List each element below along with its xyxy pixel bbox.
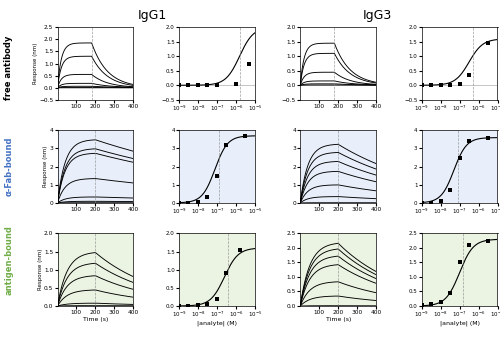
X-axis label: |analyte| (M): |analyte| (M) [440,321,480,326]
Point [213,82,221,88]
Point [194,303,202,308]
Point [446,290,454,296]
Point [204,302,212,307]
Point [427,200,435,205]
Point [418,302,426,307]
Point [222,271,230,276]
Point [484,40,492,46]
Point [232,81,240,87]
Y-axis label: Response (nm): Response (nm) [38,249,43,290]
Point [484,135,492,140]
Point [184,200,192,205]
Text: IgG1: IgG1 [138,8,167,21]
X-axis label: Time (s): Time (s) [82,317,108,322]
Point [236,247,244,253]
Point [446,82,454,88]
Text: IgG3: IgG3 [363,8,392,21]
Point [194,199,202,205]
Point [213,296,221,302]
Text: antigen-bound: antigen-bound [4,225,14,295]
Y-axis label: Response (nm): Response (nm) [32,43,38,84]
Y-axis label: Response (nm): Response (nm) [43,146,48,187]
Point [456,260,464,265]
Point [427,83,435,88]
Text: free antibody: free antibody [4,36,14,100]
X-axis label: Time (s): Time (s) [326,317,351,322]
Point [418,200,426,205]
Point [436,299,444,304]
Point [418,83,426,88]
Text: α-Fab-bound: α-Fab-bound [4,137,14,197]
Point [456,155,464,160]
Point [456,81,464,87]
Point [465,138,473,144]
Point [465,242,473,248]
Point [245,62,253,67]
Point [446,187,454,193]
Point [436,83,444,88]
Point [222,142,230,148]
X-axis label: |analyte| (M): |analyte| (M) [197,321,237,326]
Point [204,82,212,88]
Point [465,72,473,78]
Point [175,200,183,205]
Point [427,301,435,306]
Point [175,83,183,88]
Point [194,83,202,88]
Point [184,83,192,88]
Point [184,303,192,308]
Point [242,133,250,138]
Point [213,173,221,178]
Point [204,195,212,200]
Point [175,303,183,309]
Point [436,198,444,204]
Point [484,238,492,243]
